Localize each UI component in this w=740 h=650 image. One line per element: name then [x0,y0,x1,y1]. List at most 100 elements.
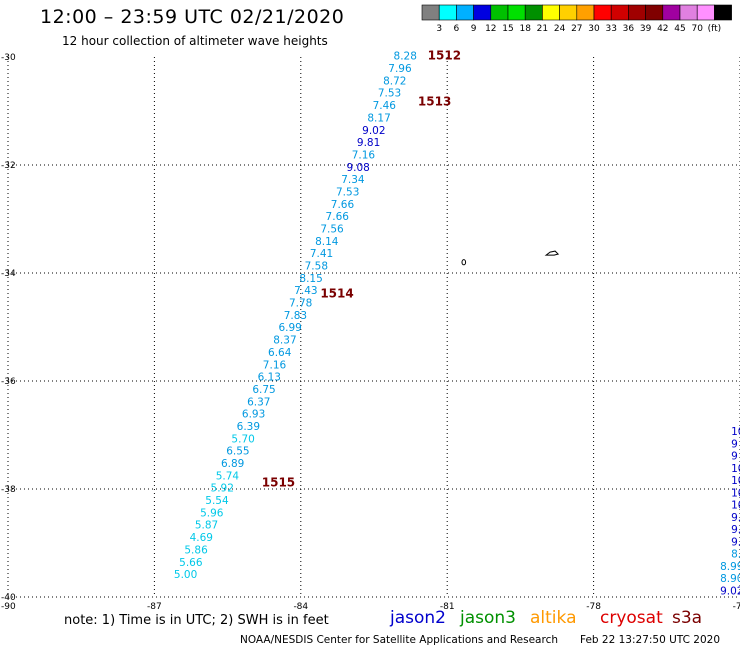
swh-value-label: 6.37 [247,396,270,408]
swh-value-label: 7.56 [320,224,344,236]
swh-value-label: 8.14 [315,236,339,248]
swh-value-label: 6.13 [258,372,281,384]
x-tick-label: -87 [147,602,162,612]
colorbar-tick-label: 45 [674,24,685,34]
colorbar-tick-label: 12 [485,24,496,34]
colorbar-tick-label: 3 [436,24,442,34]
colorbar-tick-label: 6 [454,24,460,34]
swh-value-label: 8.99 [720,561,740,573]
pass-time-label: 1515 [262,475,295,489]
colorbar-tick-label: 24 [554,24,566,34]
pass-time-label: 1513 [418,95,451,109]
swh-value-label: 10. [731,487,740,499]
y-tick-label: -32 [1,161,16,171]
swh-value-label: 10 [731,475,740,487]
swh-value-label: 7.78 [289,298,312,310]
swh-value-label: 7.83 [284,310,307,322]
swh-value-label: 9.8 [731,512,740,524]
colorbar-tick-label: 18 [519,24,531,34]
swh-value-label: 9 [731,451,738,463]
colorbar-tick-label: 33 [605,24,616,34]
swh-value-label: 4.69 [190,532,213,544]
swh-value-label: 9.08 [346,162,369,174]
credit-line: NOAA/NESDIS Center for Satellite Applica… [240,634,558,646]
swh-value-label: 7.41 [310,248,333,260]
island-outline [461,259,467,266]
swh-value-label: 7.53 [378,88,401,100]
swh-value-label: 8.72 [383,75,406,87]
swh-value-label: 5.87 [195,520,218,532]
pass-time-label: 1512 [428,49,461,63]
swh-value-label: 5.74 [216,470,240,482]
y-tick-label: -30 [1,53,16,63]
colorbar-tick-label: 27 [571,24,582,34]
island-outline [544,250,560,256]
satellite-jason2-label: jason2 [390,608,446,628]
satellite-s3a-label: s3a [672,608,703,628]
swh-value-label: 7.96 [388,63,412,75]
y-tick-label: -36 [1,377,16,387]
swh-value-label: 10 [731,426,740,438]
swh-value-label: 7.46 [373,100,397,112]
swh-value-label: 6.89 [221,458,244,470]
swh-value-label: 5.70 [231,433,254,445]
swh-value-label: 8.90 [720,573,740,585]
swh-value-label: 7.66 [331,199,355,211]
footer-note: note: 1) Time is in UTC; 2) SWH is in fe… [64,613,329,628]
swh-value-label: 7.16 [263,359,287,371]
swh-value-label: 7.34 [341,174,365,186]
colorbar-tick-label: 9 [471,24,477,34]
swh-value-label: 9.1 [731,536,740,548]
colorbar-tick-label: 42 [657,24,668,34]
satellite-altika-label: altika [530,608,577,628]
swh-value-label: 6.64 [268,347,292,359]
chart-subtitle: 12 hour collection of altimeter wave hei… [62,34,328,48]
swh-value-label: 6.75 [252,384,275,396]
swh-value-label: 9.81 [357,137,380,149]
swh-value-label: 7.58 [305,261,328,273]
y-tick-label: -38 [1,485,16,495]
swh-value-label: 5.96 [200,507,224,519]
swh-value-label: 7.16 [352,149,376,161]
satellite-jason3-label: jason3 [460,608,516,628]
swh-value-label: 8.28 [394,51,417,63]
swh-value-label: 5.86 [184,544,208,556]
swh-value-label: 10. [731,500,740,512]
satellite-cryosat-label: cryosat [600,608,663,628]
swh-value-label: 5.66 [179,557,203,569]
colorbar-tick-label: 21 [537,24,548,34]
swh-value-label: 6.55 [226,446,249,458]
swh-value-label: 9.7 [731,524,740,536]
y-tick-label: -40 [1,593,16,603]
swh-value-label: 6.99 [278,322,301,334]
x-tick-label: -78 [586,602,601,612]
generated-timestamp: Feb 22 13:27:50 UTC 2020 [580,634,720,646]
colorbar-swatch [714,4,732,21]
colorbar-tick-label: 30 [588,24,600,34]
swh-value-label: 9.02 [720,585,740,597]
swh-value-label: 7.43 [294,285,317,297]
x-tick-label: -75 [733,602,740,612]
wave-height-map: -32 -34 -36 -38 -40 -87 -84 -81 -78 -75 -30 -90 8.28… [1,49,740,612]
x-tick-label: -84 [293,602,308,612]
swh-value-label: 8.37 [273,335,296,347]
swh-value-label: 10 [731,463,740,475]
colorbar-tick-label: 70 [691,24,703,34]
swh-value-label: 6.39 [237,421,260,433]
swh-value-label: 7.66 [326,211,350,223]
swh-value-label: 5.00 [174,569,197,581]
x-tick-label: -90 [1,602,16,612]
swh-value-label: 7.53 [336,186,359,198]
swh-value-label: 8.17 [367,112,390,124]
swh-value-label: 9 [731,438,738,450]
swh-value-label: 5.92 [211,483,234,495]
y-tick-label: -34 [1,269,16,279]
swh-value-label: 6.93 [242,409,265,421]
wave-height-colorbar: 3 6 9 12 15 18 21 24 27 30 33 36 39 42 45 70 (ft) [421,4,732,34]
colorbar-tick-label: 15 [502,24,513,34]
colorbar-tick-label: 36 [623,24,635,34]
swh-value-label: 8.15 [299,273,322,285]
swh-value-label: 5.54 [205,495,229,507]
pass-time-label: 1514 [320,286,353,300]
swh-value-label: 9.02 [362,125,385,137]
